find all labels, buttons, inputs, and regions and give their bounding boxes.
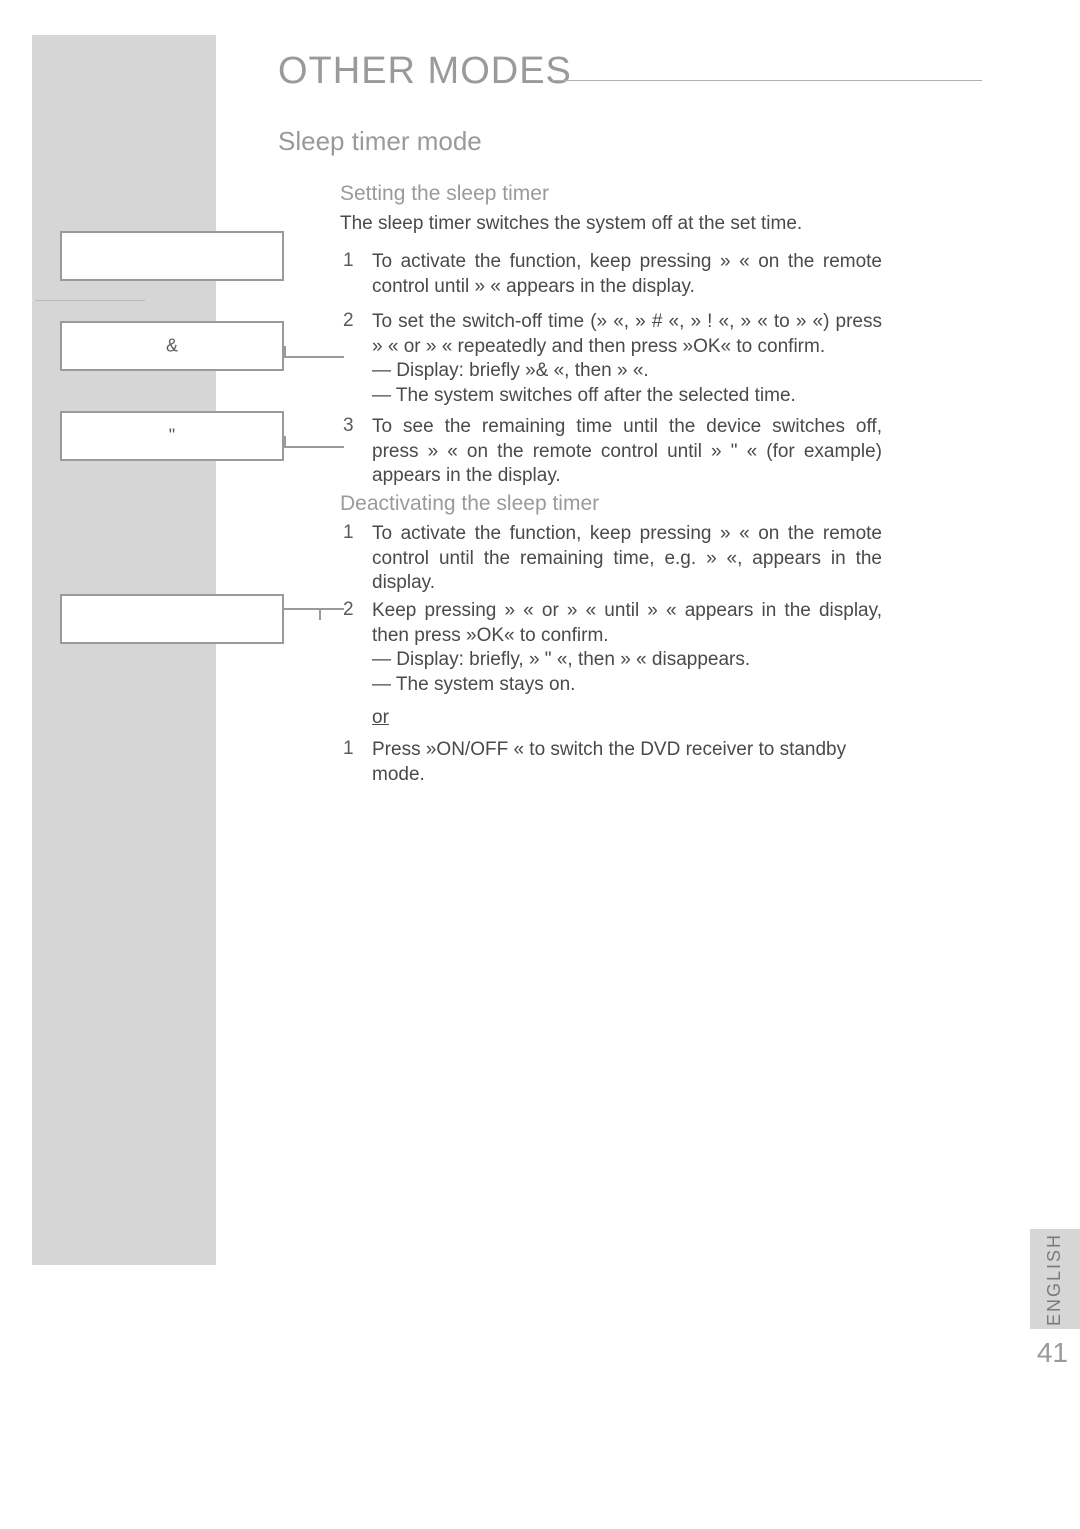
step1b-text: To activate the function, keep pressing … xyxy=(372,522,882,596)
connector-4v xyxy=(319,608,321,620)
connector-3v xyxy=(284,436,286,448)
connector-2v xyxy=(284,346,286,358)
language-tab: ENGLISH xyxy=(1030,1229,1080,1329)
display-box-2: & xyxy=(60,321,284,371)
alt1-text: Press »ON/OFF « to switch the DVD receiv… xyxy=(372,738,882,787)
heading-underline xyxy=(552,80,982,81)
sidebar xyxy=(32,35,216,1265)
connector-3 xyxy=(284,446,344,448)
subheading: Sleep timer mode xyxy=(278,126,482,157)
step2-text: To set the switch-off time (» «, » # «, … xyxy=(372,310,882,409)
display-box-3-content: " xyxy=(169,426,175,447)
step1-text: To activate the function, keep pressing … xyxy=(372,250,882,299)
or-label: or xyxy=(372,707,389,729)
step-number: 2 xyxy=(343,599,354,621)
section1-intro: The sleep timer switches the system off … xyxy=(340,212,880,237)
step-number: 1 xyxy=(343,250,354,272)
step3-text: To see the remaining time until the devi… xyxy=(372,415,882,489)
step-number: 2 xyxy=(343,310,354,332)
chapter-heading: OTHER MODES xyxy=(278,50,572,93)
display-box-1 xyxy=(60,231,284,281)
display-box-3: " xyxy=(60,411,284,461)
step-number: 1 xyxy=(343,522,354,544)
connector-2 xyxy=(284,356,344,358)
section-title-deactivating: Deactivating the sleep timer xyxy=(340,492,599,516)
display-box-2-content: & xyxy=(166,336,178,357)
page-number: 41 xyxy=(1037,1337,1068,1369)
language-label: ENGLISH xyxy=(1045,1232,1066,1325)
step2b-text: Keep pressing » « or » « until » « appea… xyxy=(372,599,882,698)
step-number: 1 xyxy=(343,738,354,760)
section-title-setting: Setting the sleep timer xyxy=(340,182,549,206)
step-number: 3 xyxy=(343,415,354,437)
display-box-4 xyxy=(60,594,284,644)
sidebar-hairline xyxy=(35,300,145,301)
connector-4 xyxy=(284,608,344,610)
